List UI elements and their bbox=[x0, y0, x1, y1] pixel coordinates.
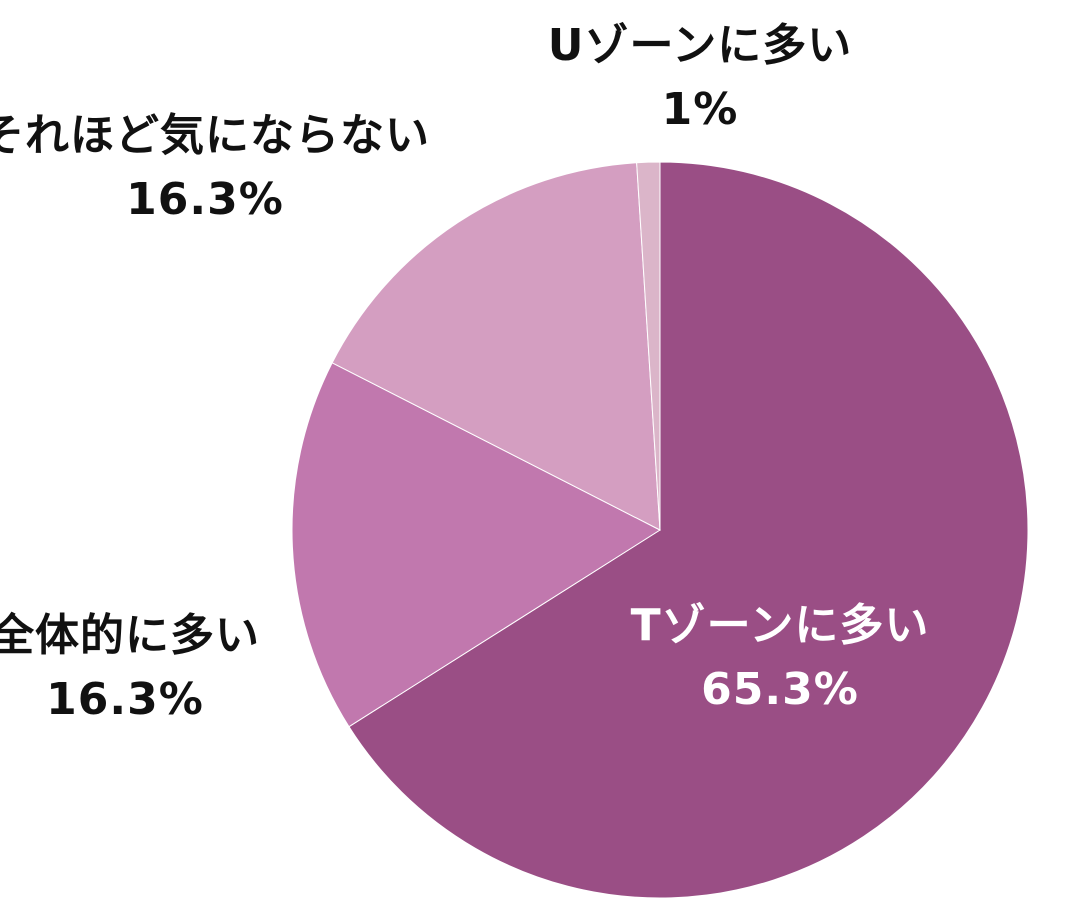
slice-labels: Tゾーンに多い 65.3% 全体的に多い 16.3% それほど気にならない 16.3% Uゾ… bbox=[0, 20, 930, 725]
slice-category-label: Tゾーンに多い bbox=[631, 600, 930, 651]
slice-category-label: 全体的に多い bbox=[0, 610, 260, 661]
slice-value-label: 16.3% bbox=[126, 174, 284, 225]
pie-slice-3 bbox=[331, 162, 661, 531]
slice-category-label: Uゾーンに多い bbox=[548, 20, 853, 71]
slice-value-label: 65.3% bbox=[701, 664, 859, 715]
pie-slice-1 bbox=[348, 161, 1029, 899]
slice-value-label: 16.3% bbox=[46, 674, 204, 725]
slice-value-label: 1% bbox=[662, 84, 739, 135]
pie-slices bbox=[291, 161, 1029, 899]
pie-slice-4 bbox=[636, 161, 661, 531]
slice-category-label: それほど気にならない bbox=[0, 110, 430, 161]
pie-slice-2 bbox=[291, 362, 662, 728]
